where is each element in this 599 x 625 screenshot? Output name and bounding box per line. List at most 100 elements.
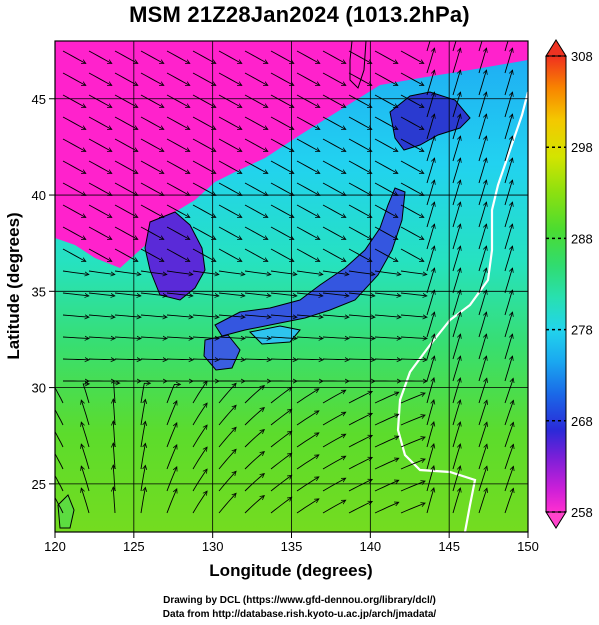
x-tick-label: 130 bbox=[202, 539, 224, 554]
streamline bbox=[374, 160, 397, 173]
contour-line bbox=[396, 91, 528, 532]
streamline bbox=[296, 182, 319, 195]
streamline bbox=[192, 160, 215, 173]
streamline bbox=[452, 401, 460, 426]
colorbar-label: 288 bbox=[571, 231, 593, 246]
streamline bbox=[192, 359, 218, 360]
streamline bbox=[374, 393, 398, 404]
streamline bbox=[478, 181, 486, 206]
streamline bbox=[270, 432, 291, 448]
streamline bbox=[82, 423, 90, 448]
streamline bbox=[400, 138, 423, 151]
streamline bbox=[55, 452, 64, 470]
streamline bbox=[114, 182, 137, 195]
streamline bbox=[140, 488, 145, 514]
streamline bbox=[192, 470, 207, 492]
streamline bbox=[88, 226, 111, 239]
map-plot-area bbox=[55, 41, 528, 532]
streamline bbox=[62, 138, 85, 151]
continent-landmass bbox=[55, 41, 528, 268]
streamline bbox=[82, 445, 90, 470]
streamline bbox=[55, 430, 64, 448]
streamline bbox=[114, 72, 137, 85]
streamline bbox=[348, 392, 371, 404]
streamline bbox=[348, 50, 371, 63]
streamline bbox=[400, 270, 426, 274]
streamline bbox=[88, 160, 111, 173]
streamline bbox=[270, 388, 291, 404]
streamline bbox=[504, 357, 512, 382]
streamline bbox=[452, 313, 460, 338]
streamline bbox=[296, 116, 319, 129]
streamline bbox=[140, 50, 163, 63]
streamline bbox=[322, 337, 348, 338]
streamline bbox=[218, 138, 241, 151]
colorbar-label: 308 bbox=[571, 49, 593, 64]
streamline bbox=[478, 41, 483, 52]
streamline bbox=[192, 182, 215, 195]
colorbar-ramp bbox=[545, 55, 567, 513]
streamline bbox=[62, 248, 85, 261]
streamline bbox=[452, 247, 460, 272]
streamline bbox=[374, 437, 398, 448]
streamline bbox=[478, 49, 486, 74]
streamline bbox=[322, 292, 348, 296]
streamline bbox=[452, 335, 460, 360]
streamline bbox=[218, 406, 235, 426]
streamline bbox=[192, 492, 207, 514]
streamline bbox=[140, 160, 163, 173]
streamline bbox=[140, 422, 145, 448]
streamline bbox=[322, 204, 345, 217]
streamline bbox=[166, 446, 176, 470]
streamline bbox=[114, 116, 137, 129]
streamline bbox=[478, 423, 487, 448]
streamline bbox=[400, 50, 423, 63]
streamline bbox=[322, 413, 345, 426]
streamline bbox=[166, 94, 189, 107]
streamline bbox=[400, 94, 423, 107]
streamline bbox=[478, 137, 486, 162]
streamline bbox=[504, 467, 513, 492]
streamline bbox=[270, 476, 291, 492]
streamline bbox=[322, 248, 345, 261]
streamline bbox=[426, 137, 434, 162]
streamline bbox=[192, 315, 218, 317]
streamline bbox=[322, 72, 345, 85]
streamline bbox=[322, 479, 345, 492]
streamline bbox=[166, 248, 189, 261]
streamline bbox=[400, 72, 423, 85]
streamline bbox=[504, 335, 512, 360]
streamline bbox=[88, 248, 111, 261]
colorbar-top-arrow bbox=[545, 39, 567, 57]
streamline bbox=[192, 448, 207, 470]
streamline bbox=[452, 291, 460, 316]
streamline bbox=[218, 182, 241, 195]
streamline bbox=[296, 292, 322, 296]
streamline bbox=[426, 181, 434, 206]
streamline bbox=[478, 357, 486, 382]
streamline bbox=[166, 50, 189, 63]
streamline bbox=[192, 270, 218, 274]
streamline bbox=[296, 455, 318, 470]
streamline bbox=[452, 115, 460, 140]
streamline bbox=[504, 401, 513, 426]
streamline bbox=[218, 116, 241, 129]
streamline bbox=[140, 337, 166, 338]
streamline bbox=[296, 359, 322, 360]
lat-lon-grid bbox=[55, 41, 528, 532]
streamline bbox=[192, 404, 207, 426]
streamline bbox=[426, 159, 434, 184]
streamline bbox=[504, 313, 512, 338]
streamline bbox=[88, 337, 114, 338]
streamline bbox=[400, 204, 423, 217]
streamline bbox=[452, 269, 460, 294]
streamline bbox=[166, 384, 179, 404]
streamline bbox=[140, 226, 163, 239]
streamline bbox=[218, 72, 241, 85]
streamline bbox=[166, 402, 176, 426]
streamline bbox=[218, 94, 241, 107]
streamline bbox=[504, 247, 512, 272]
streamline bbox=[140, 270, 166, 274]
streamline bbox=[348, 436, 371, 448]
